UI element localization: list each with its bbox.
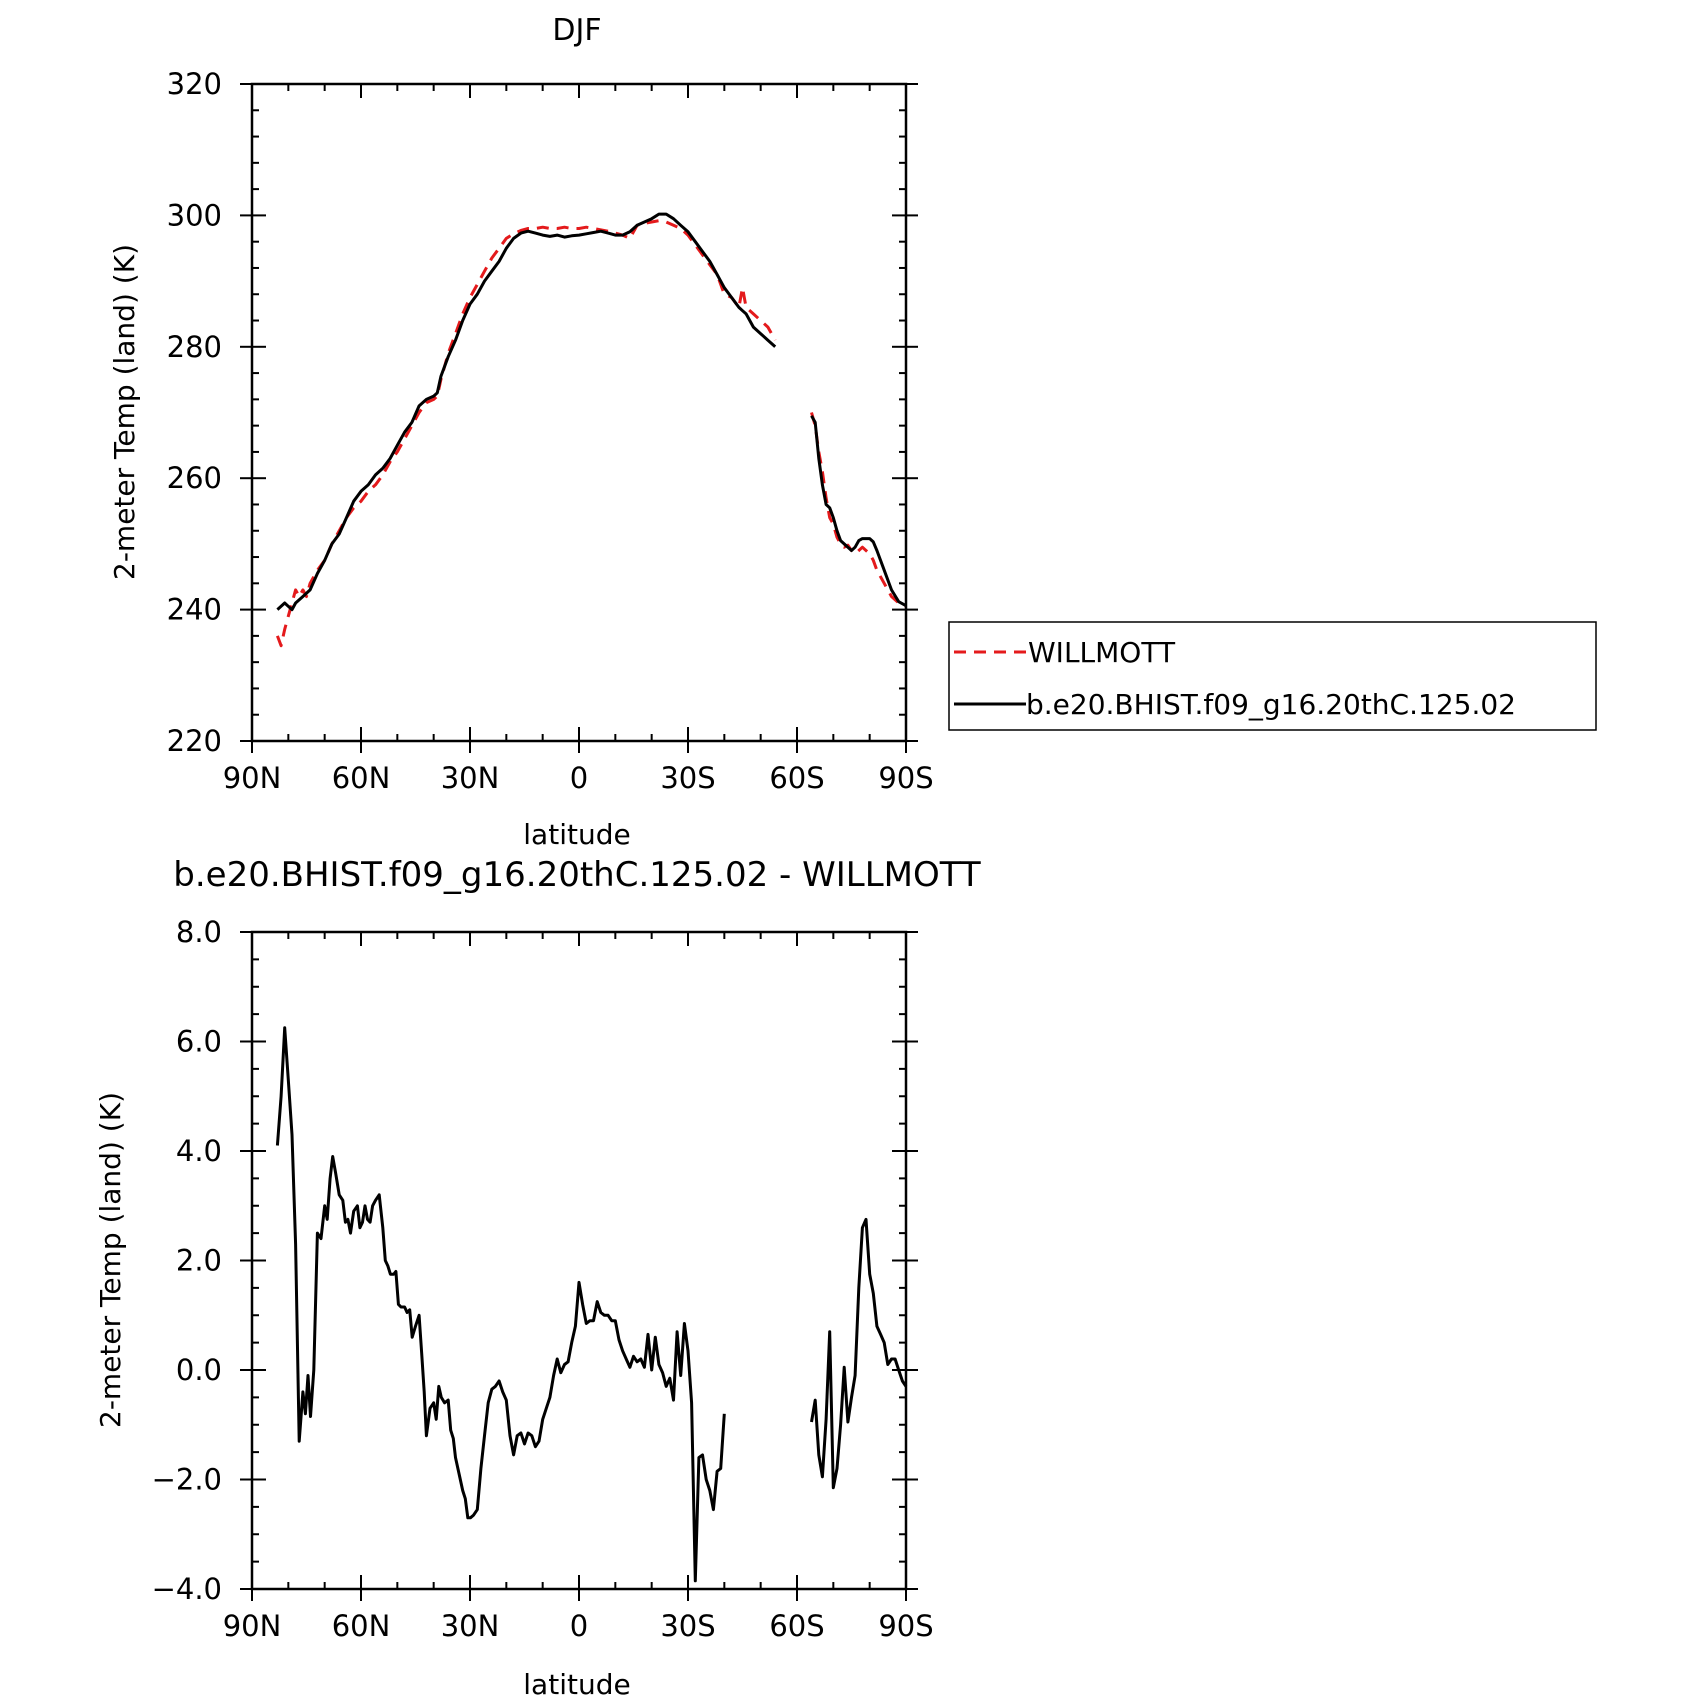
- legend-box: [948, 621, 1597, 731]
- legend: WILLMOTT b.e20.BHIST.f09_g16.20thC.125.0…: [948, 621, 1597, 731]
- series-1-line-segment-1: [810, 415, 907, 608]
- y-tick-label: 4.0: [176, 1134, 222, 1168]
- y-tick-label: 2.0: [176, 1244, 222, 1278]
- y-tick-label: 6.0: [176, 1025, 222, 1059]
- x-tick-label: 60S: [769, 761, 824, 795]
- x-tick-label: 30S: [660, 761, 715, 795]
- y-tick-label: 320: [167, 67, 222, 101]
- plot-frame: [250, 82, 908, 743]
- chart-difference: b.e20.BHIST.f09_g16.20thC.125.02 - WILLM…: [94, 855, 981, 1701]
- x-tick-label: 60S: [769, 1609, 824, 1643]
- series-0-line-segment-1: [810, 1217, 908, 1490]
- y-tick-label: 300: [167, 198, 222, 232]
- y-tick-labels: 220 240 260 280 300 320: [167, 67, 222, 758]
- x-axis-label: latitude: [523, 1668, 630, 1701]
- y-axis-label: 2-meter Temp (land) (K): [94, 1092, 127, 1428]
- legend-label-willmott: WILLMOTT: [1028, 636, 1176, 669]
- axis-ticks: [240, 931, 918, 1601]
- series-0-line-segment-0: [275, 219, 777, 648]
- y-tick-label: 220: [167, 724, 222, 758]
- y-tick-label: 240: [167, 593, 222, 627]
- x-tick-labels: 90N 60N 30N 0 30S 60S 90S: [223, 1609, 934, 1643]
- chart-title: DJF: [552, 13, 601, 48]
- y-tick-label: 0.0: [176, 1353, 222, 1387]
- x-tick-label: 60N: [332, 1609, 391, 1643]
- x-tick-label: 30N: [441, 1609, 500, 1643]
- y-tick-label: 260: [167, 461, 222, 495]
- series-0-line-segment-1: [810, 412, 907, 608]
- y-tick-labels: −4.0 −2.0 0.0 2.0 4.0 6.0 8.0: [152, 915, 222, 1606]
- y-tick-label: 8.0: [176, 915, 222, 949]
- x-tick-label: 90S: [878, 761, 933, 795]
- plot-frame: [250, 930, 908, 1591]
- y-tick-label: −4.0: [152, 1572, 222, 1606]
- chart-djf: DJF latitude 2-meter Temp (land) (K) 90N…: [108, 13, 934, 851]
- y-tick-label: 280: [167, 330, 222, 364]
- plot-area: [275, 212, 907, 648]
- x-tick-label: 0: [570, 1609, 588, 1643]
- axis-ticks: [240, 83, 918, 753]
- y-axis-label: 2-meter Temp (land) (K): [108, 244, 141, 580]
- series-0-line-segment-0: [275, 1026, 726, 1583]
- x-tick-label: 0: [570, 761, 588, 795]
- x-axis-label: latitude: [523, 818, 630, 851]
- plot-area: [275, 1026, 908, 1583]
- x-tick-label: 90S: [878, 1609, 933, 1643]
- x-tick-label: 30N: [441, 761, 500, 795]
- y-tick-label: −2.0: [152, 1463, 222, 1497]
- legend-label-model: b.e20.BHIST.f09_g16.20thC.125.02: [1026, 688, 1516, 721]
- series-1-line-segment-0: [276, 212, 777, 612]
- x-tick-label: 90N: [223, 761, 282, 795]
- x-tick-label: 90N: [223, 1609, 282, 1643]
- chart-title: b.e20.BHIST.f09_g16.20thC.125.02 - WILLM…: [173, 855, 981, 895]
- x-tick-labels: 90N 60N 30N 0 30S 60S 90S: [223, 761, 934, 795]
- x-tick-label: 60N: [332, 761, 391, 795]
- x-tick-label: 30S: [660, 1609, 715, 1643]
